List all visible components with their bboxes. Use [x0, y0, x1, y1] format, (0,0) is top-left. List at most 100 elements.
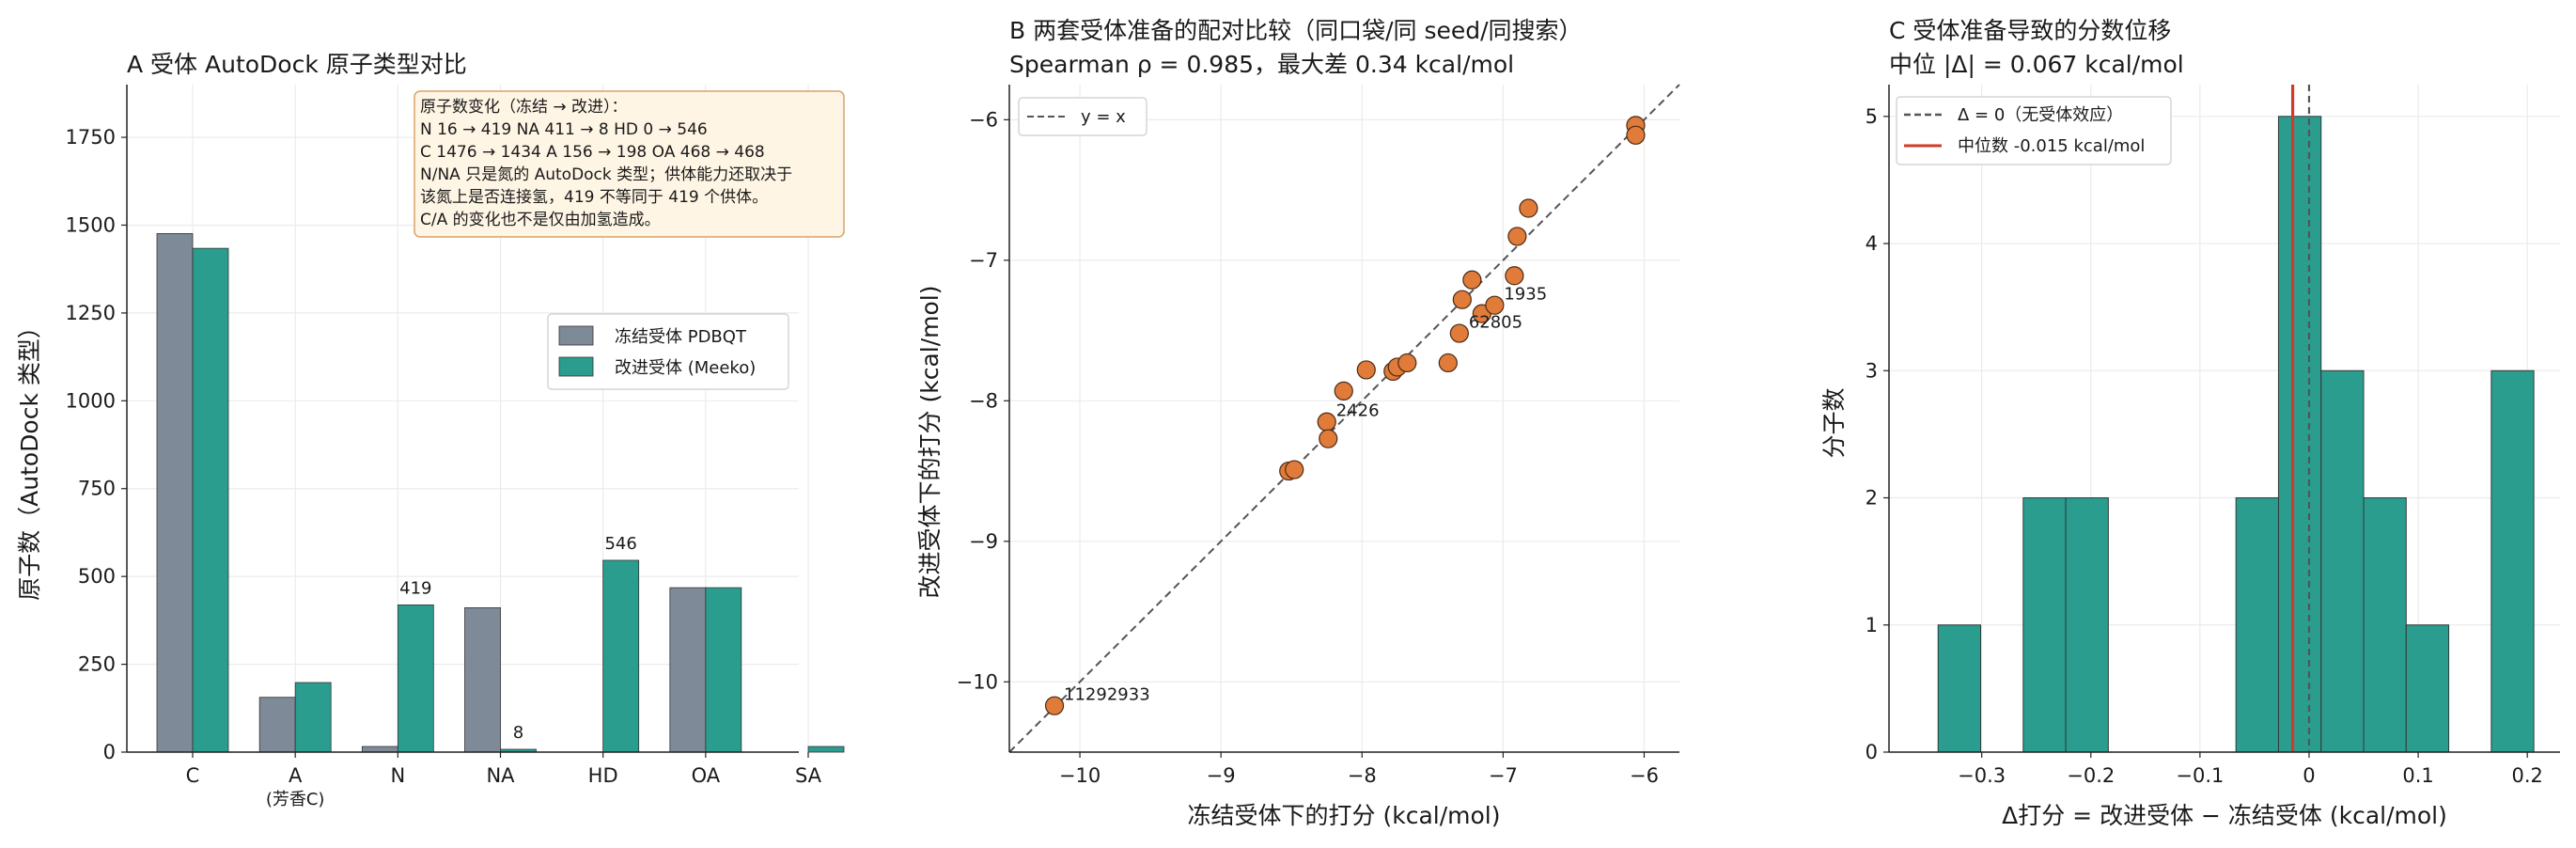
y-tick-label: 4: [1866, 232, 1878, 255]
annotation-line-3: C 1476 → 1434 A 156 → 198 OA 468 → 468: [420, 143, 765, 162]
x-tick-label-sa: SA: [795, 764, 822, 787]
y-tick-label: 1250: [66, 302, 116, 324]
panel-c-histogram-bars: [1937, 116, 2535, 753]
panel-a-atom-type-bar-chart: A 受体 AutoDock 原子类型对比 原子数（AutoDock 类型） 0 2…: [16, 51, 845, 809]
bar-meeko-oa: [705, 587, 742, 753]
x-tick-label-hd: HD: [588, 764, 618, 787]
legend-swatch-meeko: [558, 356, 594, 377]
scatter-point: [1485, 295, 1505, 315]
legend-box: [1018, 97, 1147, 136]
x-tick-label: 0.2: [2511, 764, 2542, 787]
panel-c-gridlines: [1889, 85, 2560, 753]
panel-c-title-line-2: 中位 |Δ| = 0.067 kcal/mol: [1889, 51, 2184, 78]
x-tick-label: −0.2: [2067, 764, 2115, 787]
scatter-point: [1449, 323, 1469, 343]
bar-frozen-n: [361, 746, 398, 753]
y-tick-label: 3: [1866, 359, 1878, 382]
x-tick-label: −6: [1630, 764, 1659, 787]
panel-a-bars: [156, 233, 845, 753]
bar-frozen-c: [156, 233, 194, 753]
histogram-bar: [2065, 497, 2109, 753]
y-tick-label: −10: [957, 670, 998, 693]
legend-label-frozen: 冻结受体 PDBQT: [615, 327, 747, 347]
panel-b-point-labels: 11292933 2426 1935 62805: [1064, 285, 1547, 705]
bar-frozen-oa: [669, 587, 707, 753]
y-tick-label: 1: [1866, 614, 1878, 636]
scatter-point: [1319, 429, 1338, 448]
bar-meeko-a: [294, 682, 332, 753]
y-tick-label: 1000: [66, 389, 116, 412]
bar-value-label-n: 419: [399, 578, 431, 598]
scatter-point: [1356, 360, 1376, 380]
histogram-bar: [2405, 624, 2450, 753]
y-tick-label: 500: [78, 565, 116, 588]
annotation-line-2: N 16 → 419 NA 411 → 8 HD 0 → 546: [420, 120, 708, 139]
panel-b-points: [1044, 116, 1646, 715]
annotation-line-4: N/NA 只是氮的 AutoDock 类型；供体能力还取决于: [420, 165, 792, 184]
scatter-point: [1317, 412, 1336, 432]
scatter-point: [1462, 270, 1482, 290]
panel-c-axes: [1888, 85, 2560, 753]
y-tick-label: −8: [969, 389, 998, 412]
y-tick-label: 750: [78, 478, 116, 500]
bar-meeko-hd: [602, 559, 640, 753]
panel-c-tick-labels: −0.3 −0.2 −0.1 0 0.1 0.2 0 1 2 3 4 5: [1866, 105, 2543, 787]
panel-a-y-axis-label: 原子数（AutoDock 类型）: [16, 315, 43, 601]
point-label: 11292933: [1064, 685, 1150, 705]
panel-c-title-line-1: C 受体准备导致的分数位移: [1889, 17, 2171, 44]
panel-a-axes: [126, 85, 799, 753]
x-tick-sublabel: (芳香C): [266, 790, 325, 809]
scatter-point: [1519, 198, 1538, 218]
histogram-bar: [2022, 497, 2067, 753]
x-tick-label: −10: [1059, 764, 1101, 787]
scatter-point: [1452, 290, 1472, 309]
panel-b-tick-labels: −10 −9 −8 −7 −6 −10 −9 −8 −7 −6: [957, 108, 1659, 787]
bar-frozen-na: [464, 607, 501, 753]
panel-b-x-axis-label: 冻结受体下的打分 (kcal/mol): [1188, 802, 1501, 829]
panel-b-axes: [1008, 85, 1679, 753]
y-tick-label: 1750: [66, 126, 116, 149]
y-tick-label: 0: [1866, 741, 1878, 763]
x-tick-label: −0.1: [2176, 764, 2224, 787]
panel-a-annotation-box: 原子数变化（冻结 → 改进）： N 16 → 419 NA 411 → 8 HD…: [414, 90, 845, 238]
panel-a-legend: 冻结受体 PDBQT 改进受体 (Meeko): [547, 313, 789, 390]
x-tick-label: −8: [1348, 764, 1377, 787]
histogram-bar: [2363, 497, 2407, 753]
x-tick-label-oa: OA: [692, 764, 721, 787]
legend-box: [547, 313, 789, 390]
scatter-point: [1505, 266, 1524, 286]
y-tick-label: 1500: [66, 213, 116, 236]
legend-label-meeko: 改进受体 (Meeko): [615, 358, 756, 378]
x-tick-label: 0.1: [2402, 764, 2433, 787]
x-tick-label-c: C: [186, 764, 200, 787]
y-tick-label: 5: [1866, 105, 1878, 128]
legend-label-median: 中位数 -0.015 kcal/mol: [1958, 136, 2145, 156]
legend-box: [1896, 96, 2172, 165]
x-tick-label: −0.3: [1958, 764, 2006, 787]
scatter-point: [1438, 353, 1458, 373]
y-tick-label: −6: [969, 108, 998, 131]
bar-meeko-c: [192, 247, 229, 753]
panel-c-y-axis-label: 分子数: [1820, 387, 1848, 458]
point-label: 2426: [1336, 401, 1380, 421]
scatter-point: [1397, 353, 1417, 373]
panel-c-legend: Δ = 0（无受体效应） 中位数 -0.015 kcal/mol: [1896, 96, 2172, 165]
bar-frozen-a: [258, 697, 296, 753]
panel-b-title-line-2: Spearman ρ = 0.985，最大差 0.34 kcal/mol: [1009, 51, 1514, 78]
panel-b-title-line-1: B 两套受体准备的配对比较（同口袋/同 seed/同搜索）: [1009, 17, 1583, 44]
x-tick-label-n: N: [390, 764, 405, 787]
panel-b-y-axis-label: 改进受体下的打分 (kcal/mol): [916, 286, 944, 599]
y-tick-label: 2: [1866, 487, 1878, 510]
legend-label-identity: y = x: [1081, 107, 1126, 127]
legend-swatch-frozen: [558, 325, 594, 346]
panel-a-tick-labels: 0 250 500 750 1000 1250 1500 1750 C A (芳香C) N NA HD OA…: [66, 126, 822, 809]
panel-b-legend: y = x: [1018, 97, 1147, 136]
point-label: 1935: [1504, 285, 1547, 305]
scatter-point: [1626, 125, 1646, 145]
panel-c-reference-lines: [2290, 85, 2311, 752]
bar-value-label-hd: 546: [604, 534, 636, 554]
bar-value-label-na: 8: [513, 723, 523, 743]
x-tick-label: −7: [1489, 764, 1518, 787]
annotation-line-6: C/A 的变化也不是仅由加氢造成。: [420, 211, 661, 229]
